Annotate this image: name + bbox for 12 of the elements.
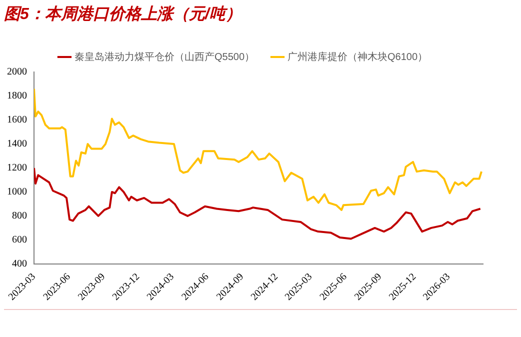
y-tick-label: 1200	[7, 162, 27, 174]
legend-label: 广州港库提价（神木块Q6100）	[288, 50, 428, 63]
chart-title: 图5：本周港口价格上涨（元/吨）	[4, 4, 242, 25]
y-tick-label: 1000	[7, 186, 27, 198]
y-tick-label: 600	[12, 234, 27, 246]
y-tick-label: 1800	[7, 90, 27, 102]
y-tick-label: 400	[12, 258, 27, 270]
y-tick-label: 800	[12, 210, 27, 222]
y-tick-label: 1400	[7, 138, 27, 150]
y-tick-label: 1600	[7, 114, 27, 126]
legend-label: 秦皇岛港动力煤平仓价（山西产Q5500）	[74, 50, 255, 63]
y-tick-label: 2000	[7, 66, 27, 78]
